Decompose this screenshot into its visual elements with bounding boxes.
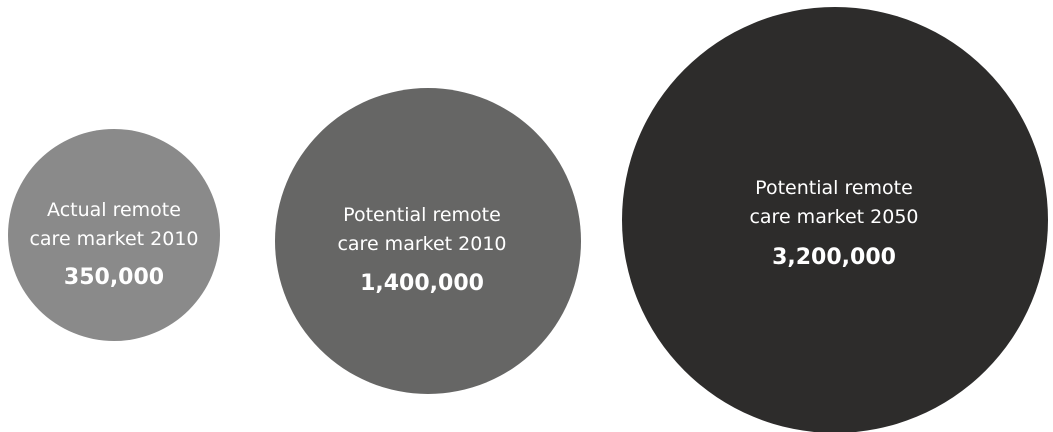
bubble-2: Potential remote care market 2010 1,400,00…	[275, 88, 581, 394]
bubble-value-label: 3,200,000	[772, 245, 896, 270]
bubble-1: Actual remote care market 2010 350,000	[8, 129, 220, 341]
bubble-label-line: Potential remote	[755, 177, 913, 199]
bubble-3: Potential remote care market 2050 3,200,00…	[622, 7, 1048, 432]
bubble-circle	[275, 88, 581, 394]
bubble-label-line: care market 2010	[29, 228, 198, 250]
bubble-value-label: 350,000	[64, 265, 164, 290]
bubble-label-line: Actual remote	[47, 199, 181, 221]
bubble-label-line: care market 2050	[749, 206, 918, 228]
bubble-label-line: Potential remote	[343, 204, 501, 226]
bubble-value-label: 1,400,000	[360, 271, 484, 296]
bubble-label-line: care market 2010	[337, 233, 506, 255]
bubble-circle	[8, 129, 220, 341]
bubble-circle	[622, 7, 1048, 432]
